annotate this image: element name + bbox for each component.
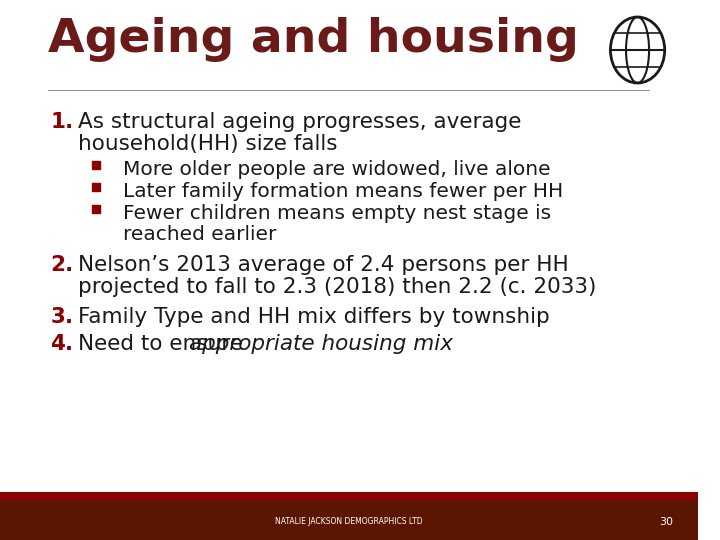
- Text: 4.: 4.: [50, 334, 73, 354]
- Text: Ageing and housing: Ageing and housing: [48, 17, 580, 62]
- Text: NATALIE JACKSON DEMOGRAPHICS LTD: NATALIE JACKSON DEMOGRAPHICS LTD: [275, 517, 423, 526]
- Text: Later family formation means fewer per HH: Later family formation means fewer per H…: [123, 182, 563, 201]
- Point: [90, 183, 102, 191]
- Bar: [0, 492, 698, 540]
- Text: 30: 30: [660, 517, 673, 527]
- Text: appropriate housing mix: appropriate housing mix: [189, 334, 453, 354]
- Text: projected to fall to 2.3 (2018) then 2.2 (c. 2033): projected to fall to 2.3 (2018) then 2.2…: [78, 277, 596, 297]
- Text: reached earlier: reached earlier: [123, 225, 276, 244]
- Point: [90, 161, 102, 170]
- Text: 2.: 2.: [50, 255, 73, 275]
- Text: household(HH) size falls: household(HH) size falls: [78, 134, 337, 154]
- Text: Nelson’s 2013 average of 2.4 persons per HH: Nelson’s 2013 average of 2.4 persons per…: [78, 255, 568, 275]
- Text: Fewer children means empty nest stage is: Fewer children means empty nest stage is: [123, 204, 552, 223]
- Text: 1.: 1.: [50, 112, 73, 132]
- Text: More older people are widowed, live alone: More older people are widowed, live alon…: [123, 160, 551, 179]
- Text: 3.: 3.: [50, 307, 73, 327]
- Bar: [0, 492, 698, 500]
- Text: Family Type and HH mix differs by township: Family Type and HH mix differs by townsh…: [78, 307, 549, 327]
- Text: Need to ensure: Need to ensure: [78, 334, 249, 354]
- Text: As structural ageing progresses, average: As structural ageing progresses, average: [78, 112, 521, 132]
- Point: [90, 205, 102, 213]
